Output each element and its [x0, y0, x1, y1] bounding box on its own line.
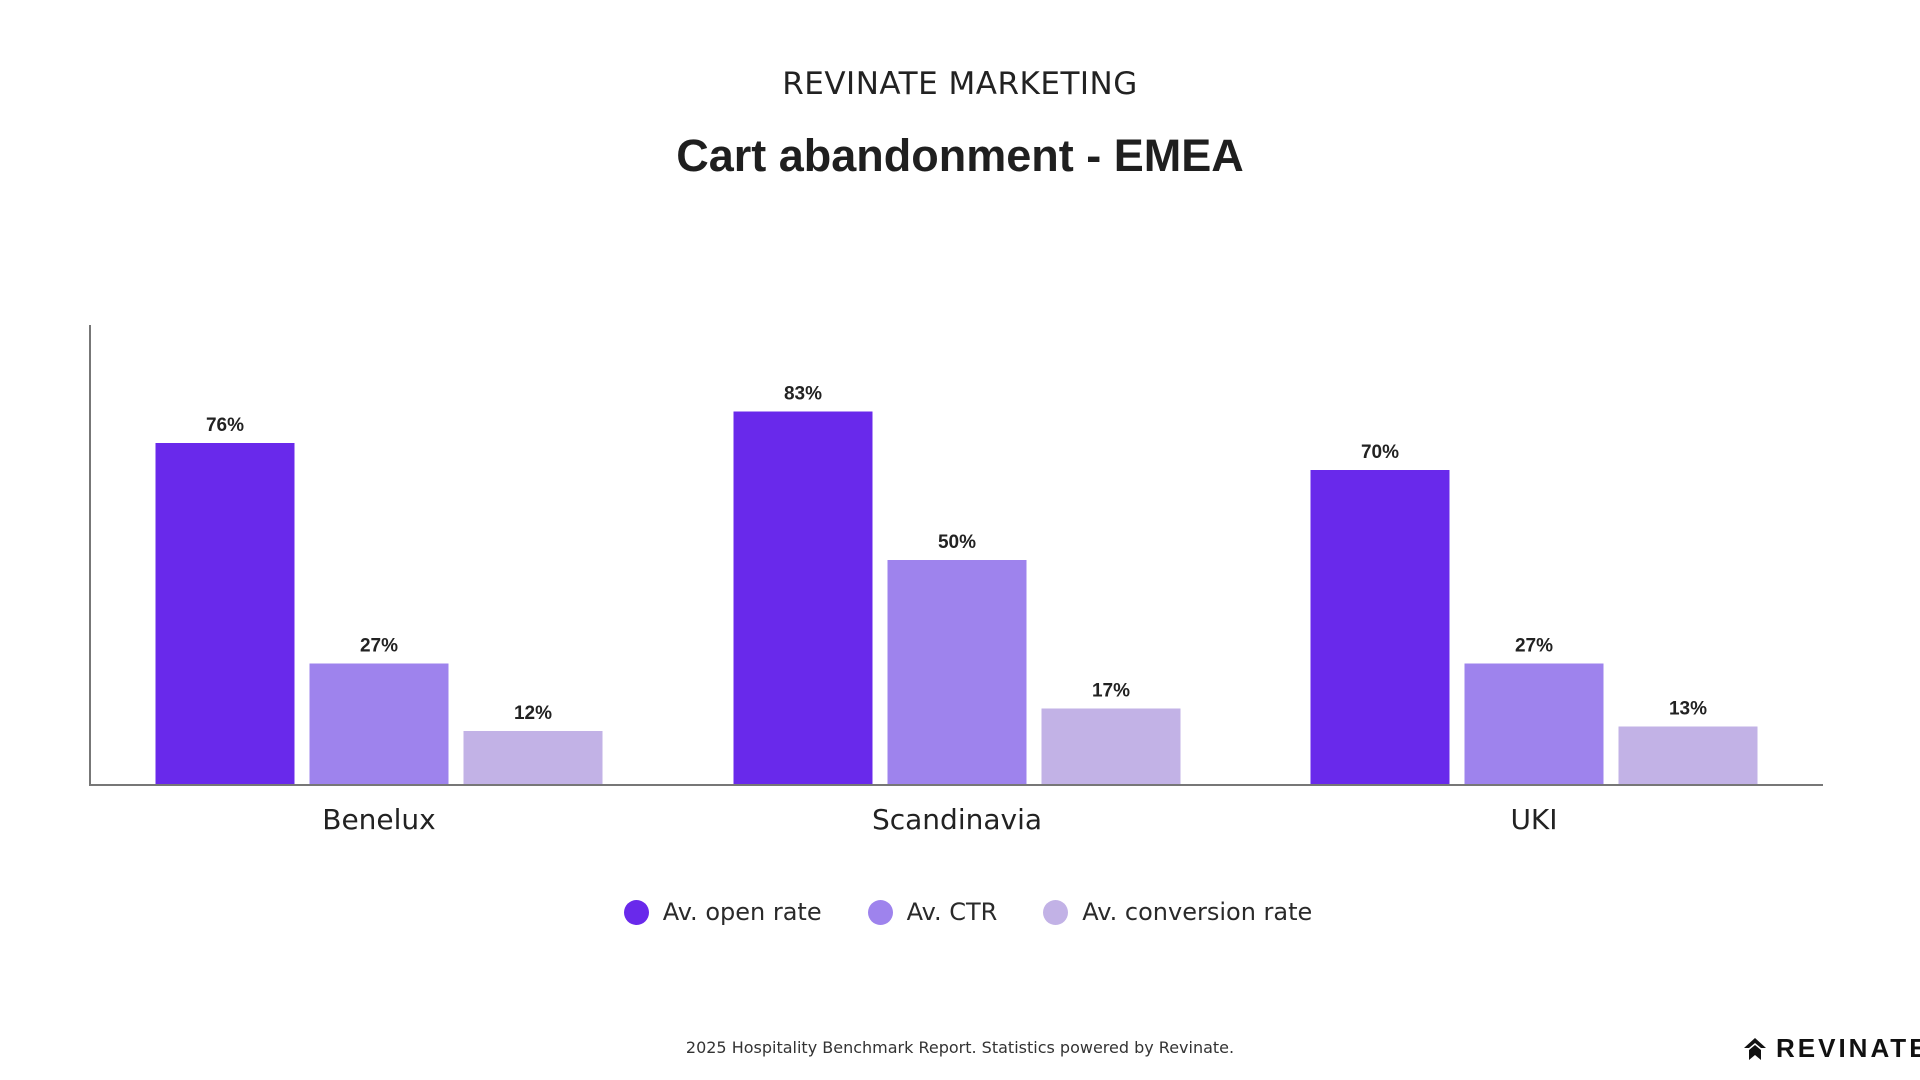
bar-scandinavia-2 — [1041, 708, 1181, 785]
data-label-scandinavia-2: 17% — [1092, 681, 1130, 702]
bar-scandinavia-1 — [887, 560, 1027, 785]
legend-swatch-ctr — [867, 899, 893, 925]
x-tick-label-scandinavia: Scandinavia — [872, 803, 1042, 836]
chart-supertitle: REVINATE MARKETING — [782, 66, 1138, 102]
bar-benelux-0 — [155, 443, 295, 785]
brand-logo: REVINATE — [1742, 1033, 1920, 1064]
revinate-logo-icon — [1744, 1037, 1766, 1060]
data-label-benelux-0: 76% — [206, 415, 244, 436]
bar-benelux-1 — [309, 663, 449, 785]
chart-title: Cart abandonment - EMEA — [676, 130, 1244, 181]
legend-swatch-open-rate — [623, 899, 649, 925]
legend-label-conversion-rate: Av. conversion rate — [1082, 898, 1313, 926]
bar-benelux-2 — [463, 731, 603, 785]
data-label-uki-1: 27% — [1515, 636, 1553, 657]
bar-uki-1 — [1464, 663, 1604, 785]
x-tick-label-uki: UKI — [1510, 803, 1557, 836]
legend-item-ctr: Av. CTR — [867, 898, 998, 926]
bar-scandinavia-0 — [733, 411, 873, 785]
legend-item-conversion-rate: Av. conversion rate — [1043, 898, 1312, 926]
legend-label-open-rate: Av. open rate — [662, 898, 822, 926]
bar-uki-2 — [1618, 726, 1758, 785]
legend-swatch-conversion-rate — [1043, 899, 1069, 925]
data-label-scandinavia-1: 50% — [938, 532, 976, 553]
data-label-benelux-1: 27% — [360, 636, 398, 657]
legend-label-ctr: Av. CTR — [906, 898, 998, 926]
data-label-scandinavia-0: 83% — [784, 384, 822, 405]
data-label-benelux-2: 12% — [514, 703, 552, 724]
brand-wordmark: REVINATE — [1776, 1033, 1920, 1063]
chart-legend: Av. open rate Av. CTR Av. conversion rat… — [0, 898, 1920, 926]
data-label-uki-0: 70% — [1361, 442, 1399, 463]
bar-uki-0 — [1310, 470, 1450, 785]
data-label-uki-2: 13% — [1669, 699, 1707, 720]
x-tick-label-benelux: Benelux — [322, 803, 436, 836]
legend-item-open-rate: Av. open rate — [623, 898, 822, 926]
footer-note: 2025 Hospitality Benchmark Report. Stati… — [685, 1038, 1235, 1057]
